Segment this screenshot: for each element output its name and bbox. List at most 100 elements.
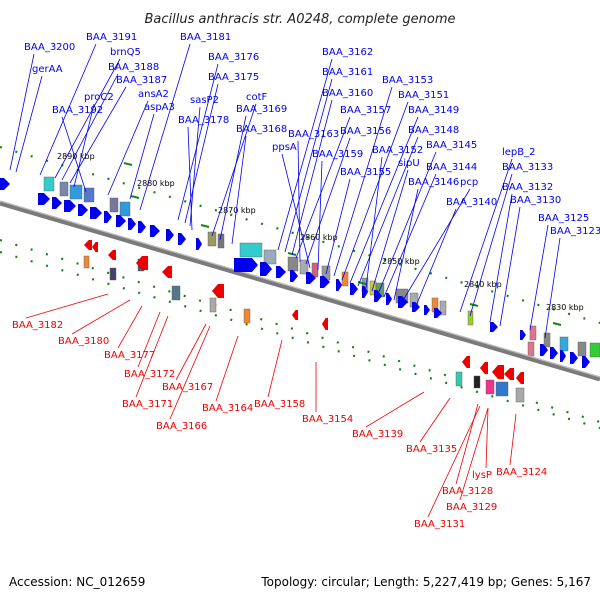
forward-gene-arrow	[234, 258, 258, 272]
connector-baa-3124	[509, 413, 517, 466]
feature-block	[485, 379, 495, 395]
tick-label-2840-kbp: 2840 kbp	[464, 280, 502, 289]
gene-label-baa-3144[interactable]: BAA_3144	[426, 162, 477, 173]
gene-label-baa-3130[interactable]: BAA_3130	[510, 195, 561, 206]
connector-baa-3188	[61, 73, 119, 181]
gene-label-proc2[interactable]: proC2	[84, 92, 114, 103]
gene-label-baa-3192[interactable]: BAA_3192	[52, 105, 103, 116]
gene-label-baa-3200[interactable]: BAA_3200	[24, 42, 75, 53]
gene-label-baa-3153[interactable]: BAA_3153	[382, 75, 433, 86]
gene-label-baa-3148[interactable]: BAA_3148	[408, 125, 459, 136]
connector-baa-3130	[499, 206, 521, 327]
genome-stats-text: Topology: circular; Length: 5,227,419 bp…	[260, 575, 591, 589]
forward-gene-arrow	[336, 279, 342, 291]
feature-block	[109, 197, 119, 213]
gene-label-baa-3129[interactable]: BAA_3129	[446, 502, 497, 513]
gene-label-aspa3[interactable]: aspA3	[144, 102, 175, 113]
reverse-gene-arrow	[108, 250, 116, 260]
gene-label-ansa2[interactable]: ansA2	[138, 89, 169, 100]
feature-block	[43, 176, 55, 192]
gene-label-baa-3175[interactable]: BAA_3175	[208, 72, 259, 83]
gene-label-baa-3135[interactable]: BAA_3135	[406, 444, 457, 455]
gene-label-baa-3124[interactable]: BAA_3124	[496, 467, 547, 478]
gene-label-baa-3176[interactable]: BAA_3176	[208, 52, 259, 63]
connector-baa-3168	[231, 135, 247, 245]
connector-baa-3129	[459, 407, 489, 501]
gene-label-baa-3133[interactable]: BAA_3133	[502, 162, 553, 173]
tick-mark	[552, 322, 562, 326]
gene-label-baa-3160[interactable]: BAA_3160	[322, 88, 373, 99]
gene-label-sasp2[interactable]: sasP2	[190, 95, 219, 106]
connector-pcp	[401, 188, 471, 303]
gene-label-baa-3139[interactable]: BAA_3139	[352, 429, 403, 440]
gene-label-geraa[interactable]: gerAA	[32, 64, 63, 75]
gene-label-baa-3166[interactable]: BAA_3166	[156, 421, 207, 432]
genome-backbone	[0, 200, 600, 382]
gene-label-lepb-2[interactable]: lepB_2	[502, 147, 536, 158]
gene-label-baa-3145[interactable]: BAA_3145	[426, 140, 477, 151]
gene-label-baa-3132[interactable]: BAA_3132	[502, 182, 553, 193]
gene-label-baa-3128[interactable]: BAA_3128	[442, 486, 493, 497]
connector-baa-3167	[175, 323, 207, 381]
gene-label-baa-3169[interactable]: BAA_3169	[236, 104, 287, 115]
forward-gene-arrow	[320, 276, 330, 288]
feature-block	[109, 267, 117, 281]
gene-label-baa-3167[interactable]: BAA_3167	[162, 382, 213, 393]
feature-block	[59, 181, 69, 197]
gene-label-baa-3123[interactable]: BAA_3123	[550, 226, 600, 237]
forward-gene-arrow	[386, 293, 392, 305]
gene-label-baa-3164[interactable]: BAA_3164	[202, 403, 253, 414]
gene-label-baa-3168[interactable]: BAA_3168	[236, 124, 287, 135]
forward-gene-arrow	[412, 302, 420, 312]
feature-block	[299, 259, 309, 275]
connector-lepb-2	[459, 158, 513, 313]
gene-label-baa-3178[interactable]: BAA_3178	[178, 115, 229, 126]
connector-baa-3132	[489, 193, 513, 323]
feature-block	[467, 310, 474, 326]
gene-label-baa-3140[interactable]: BAA_3140	[446, 197, 497, 208]
connector-baa-3152	[365, 156, 383, 289]
gene-label-baa-3152[interactable]: BAA_3152	[372, 145, 423, 156]
gene-label-baa-3162[interactable]: BAA_3162	[322, 47, 373, 58]
gene-label-baa-3161[interactable]: BAA_3161	[322, 67, 373, 78]
gene-label-baa-3154[interactable]: BAA_3154	[302, 414, 353, 425]
gene-label-baa-3177[interactable]: BAA_3177	[104, 350, 155, 361]
gene-label-baa-3151[interactable]: BAA_3151	[398, 90, 449, 101]
gene-label-baa-3159[interactable]: BAA_3159	[312, 149, 363, 160]
forward-gene-arrow	[350, 283, 358, 295]
gene-label-cotf[interactable]: cotF	[246, 92, 268, 103]
forward-gene-arrow	[260, 262, 272, 276]
gene-label-baa-3182[interactable]: BAA_3182	[12, 320, 63, 331]
gene-label-ppsa[interactable]: ppsA	[272, 142, 297, 153]
gene-label-baa-3172[interactable]: BAA_3172	[124, 369, 175, 380]
gene-label-brnq5[interactable]: brnQ5	[110, 47, 141, 58]
connector-baa-3162	[277, 58, 333, 251]
connector-baa-3182	[25, 293, 109, 319]
map-title: Bacillus anthracis str. A0248, complete …	[144, 12, 455, 27]
feature-block	[455, 371, 463, 387]
gene-label-baa-3149[interactable]: BAA_3149	[408, 105, 459, 116]
gene-label-baa-3158[interactable]: BAA_3158	[254, 399, 305, 410]
gene-label-baa-3146[interactable]: BAA_3146	[408, 177, 459, 188]
gene-label-baa-3171[interactable]: BAA_3171	[122, 399, 173, 410]
gene-label-baa-3125[interactable]: BAA_3125	[538, 213, 589, 224]
connector-baa-3125	[529, 224, 549, 331]
gene-label-baa-3191[interactable]: BAA_3191	[86, 32, 137, 43]
gene-label-baa-3131[interactable]: BAA_3131	[414, 519, 465, 530]
reverse-gene-arrow	[516, 372, 524, 384]
gene-label-sipu[interactable]: sipU	[398, 158, 420, 169]
gene-label-baa-3180[interactable]: BAA_3180	[58, 336, 109, 347]
gene-label-baa-3157[interactable]: BAA_3157	[340, 105, 391, 116]
gene-label-pcp[interactable]: pcp	[460, 177, 478, 188]
feature-block	[239, 242, 263, 258]
gene-label-baa-3163[interactable]: BAA_3163	[288, 129, 339, 140]
gene-label-baa-3188[interactable]: BAA_3188	[108, 62, 159, 73]
gene-label-lysp[interactable]: lysP	[472, 470, 492, 481]
forward-gene-arrow	[306, 272, 316, 284]
connector-baa-3163	[297, 140, 301, 263]
gene-label-baa-3156[interactable]: BAA_3156	[340, 126, 391, 137]
gene-label-baa-3187[interactable]: BAA_3187	[116, 75, 167, 86]
connector-baa-3187	[69, 86, 127, 184]
gene-label-baa-3181[interactable]: BAA_3181	[180, 32, 231, 43]
feature-block	[543, 332, 551, 348]
